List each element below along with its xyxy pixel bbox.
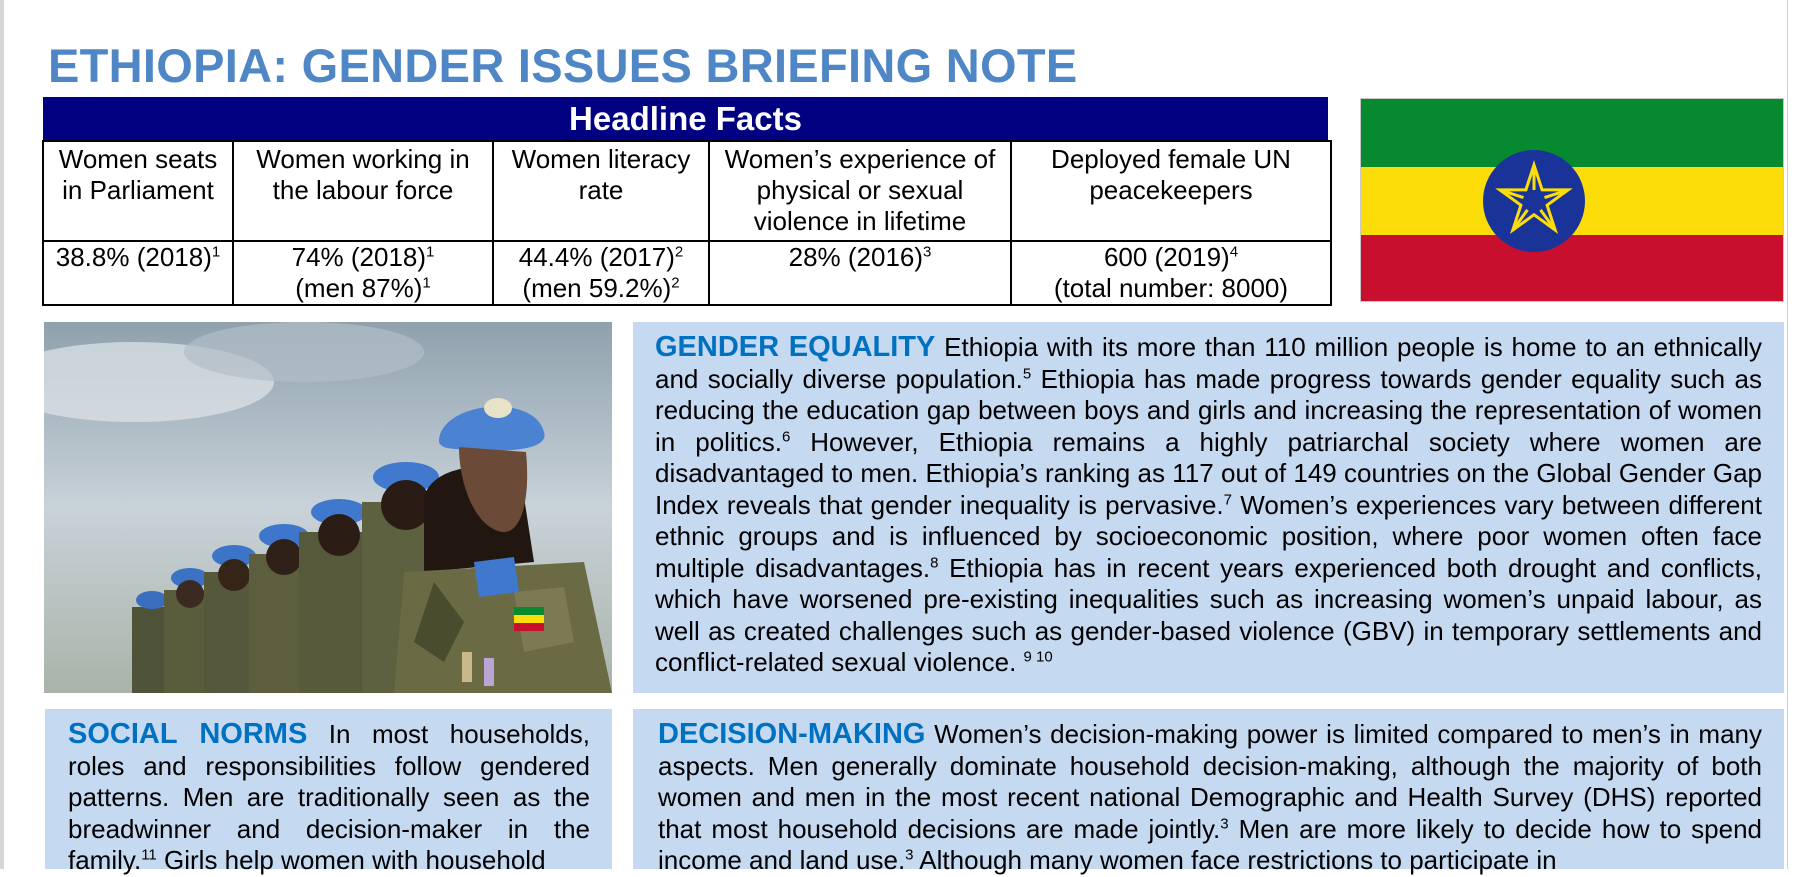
footnote-ref[interactable]: 1 [422,274,431,292]
body-text: Ethiopia has in recent years experienced… [655,552,1762,678]
body-text: Although many women face restrictions to… [913,845,1557,875]
headline-facts-table: Women seats in Parliament Women working … [42,140,1332,306]
headline-facts-header: Headline Facts [43,97,1328,140]
fact-value-text: 74% (2018) [291,242,427,272]
footnote-ref[interactable]: 5 [1022,364,1032,382]
social-norms-panel: SOCIAL NORMS In most households, roles a… [45,709,612,875]
flag-stripe-red [1361,235,1783,301]
footnote-ref[interactable]: 9 10 [1023,648,1053,666]
fact-value-text: 28% (2016) [788,242,924,272]
fact-value-text: 44.4% (2017) [518,242,675,272]
fact-value-subtext: (total number: 8000) [1053,273,1289,303]
social-norms-text: SOCIAL NORMS In most households, roles a… [68,718,590,877]
gender-equality-panel: GENDER EQUALITY Ethiopia with its more t… [633,322,1784,693]
footnote-ref[interactable]: 3 [905,846,914,864]
facts-value-row: 38.8% (2018)1 74% (2018)1 (men 87%)1 44.… [42,240,1332,306]
decision-making-text: DECISION-MAKING Women’s decision-making … [658,718,1763,877]
fact-value-violence: 28% (2016)3 [708,240,1012,306]
decision-making-heading: DECISION-MAKING [658,718,926,750]
social-norms-heading: SOCIAL NORMS [68,718,308,750]
peacekeepers-photo [44,322,612,693]
footnote-ref[interactable]: 8 [930,553,939,571]
body-text: Men are more likely to decide how to spe… [658,813,1763,876]
ethiopia-flag [1360,98,1784,302]
fact-label-violence: Women’s experience of physical or sexual… [708,140,1012,242]
page-right-edge [1787,0,1794,869]
body-text: Women’s experiences vary between differe… [655,489,1762,583]
footnote-ref[interactable]: 1 [426,243,435,261]
fact-label-peacekeepers: Deployed female UN peacekeepers [1010,140,1332,242]
fact-value-subtext: (men 59.2%) [522,273,672,303]
footnote-ref[interactable]: 11 [141,846,157,864]
fact-value-labour: 74% (2018)1 (men 87%)1 [232,240,494,306]
fact-value-peacekeepers: 600 (2019)4 (total number: 8000) [1010,240,1332,306]
fact-value-parliament: 38.8% (2018)1 [42,240,234,306]
fact-value-text: 38.8% (2018) [55,242,212,272]
fact-label-labour: Women working in the labour force [232,140,494,242]
footnote-ref[interactable]: 6 [781,427,791,445]
gender-equality-text: GENDER EQUALITY Ethiopia with its more t… [655,331,1763,679]
fact-value-literacy: 44.4% (2017)2 (men 59.2%)2 [492,240,710,306]
body-text: Women’s decision-making power is limited… [658,719,1762,844]
body-text: Ethiopia has made progress towards gende… [655,363,1763,457]
facts-label-row: Women seats in Parliament Women working … [42,140,1332,242]
footnote-ref[interactable]: 2 [671,274,680,292]
peacekeepers-photo-icon [44,322,612,693]
flag-icon [1361,99,1783,301]
fact-value-text: 600 (2019) [1103,242,1230,272]
footnote-ref[interactable]: 3 [923,243,932,261]
page-left-border [0,0,4,869]
footnote-ref[interactable]: 7 [1223,490,1232,508]
body-text: Girls help women with household [156,845,546,875]
fact-label-parliament: Women seats in Parliament [42,140,234,242]
footnote-ref[interactable]: 3 [1220,814,1229,832]
flag-stripe-green [1361,99,1783,167]
body-text: In most households, roles and responsibi… [68,719,590,875]
fact-value-subtext: (men 87%) [295,273,423,303]
body-text: Ethiopia with its more than 110 million … [655,332,1762,394]
page-title: ETHIOPIA: GENDER ISSUES BRIEFING NOTE [48,39,1078,92]
decision-making-panel: DECISION-MAKING Women’s decision-making … [633,709,1784,875]
fact-label-literacy: Women literacy rate [492,140,710,242]
footnote-ref[interactable]: 1 [211,243,221,261]
body-text: However, Ethiopia remains a highly patri… [655,426,1762,520]
flag-emblem-star-icon [1495,160,1573,235]
footnote-ref[interactable]: 2 [674,243,684,261]
gender-equality-heading: GENDER EQUALITY [655,331,936,363]
footnote-ref[interactable]: 4 [1229,243,1239,261]
flag-emblem-disc [1483,150,1585,252]
